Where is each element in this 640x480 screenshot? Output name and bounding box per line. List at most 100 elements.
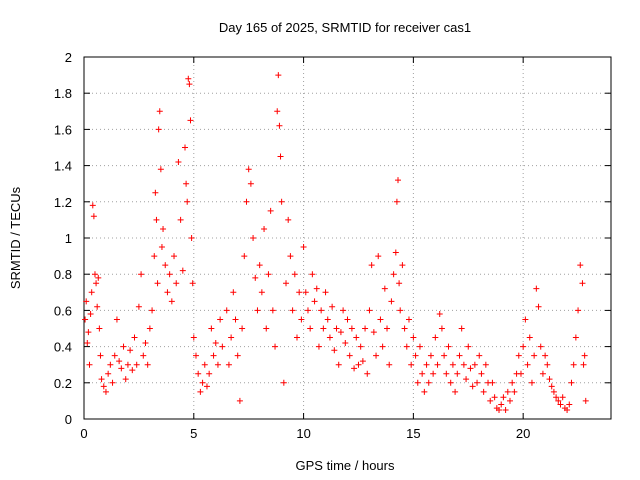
data-point [195,370,202,377]
y-tick-label: 0.8 [54,267,72,282]
data-point [465,343,472,350]
data-point [425,379,432,386]
data-point [487,397,494,404]
data-point [478,370,485,377]
data-point [219,343,226,350]
data-point [381,285,388,292]
x-tick-label: 20 [516,426,530,441]
data-point [296,289,303,296]
data-point [241,253,248,260]
data-point [138,271,145,278]
data-point [443,370,450,377]
data-point [127,347,134,354]
data-point [526,334,533,341]
data-point [482,361,489,368]
data-point [291,271,298,278]
data-point [210,352,217,359]
x-tick-label: 5 [190,426,197,441]
y-tick-label: 0.4 [54,340,72,355]
data-point [133,361,140,368]
data-point [359,358,366,365]
data-point [542,352,549,359]
data-point [276,122,283,129]
data-point [329,303,336,310]
data-point [421,388,428,395]
data-point [348,325,355,332]
data-point [189,280,196,287]
data-point [146,325,153,332]
data-point [399,262,406,269]
data-point [140,352,147,359]
data-point [410,334,417,341]
data-point [87,311,94,318]
data-point [496,406,503,413]
data-point [201,361,208,368]
y-tick-label: 0 [65,412,72,427]
data-point [524,361,531,368]
data-point [373,352,380,359]
data-point [405,316,412,323]
data-point [379,343,386,350]
data-point [463,376,470,383]
data-point [474,379,481,386]
x-tick-label: 15 [406,426,420,441]
data-point [555,397,562,404]
y-tick-label: 0.6 [54,303,72,318]
data-point [129,367,136,374]
data-point [107,361,114,368]
y-axis-label: SRMTID / TECUs [8,186,23,289]
data-point [480,388,487,395]
data-point [177,216,184,223]
data-point [157,166,164,173]
data-point [243,198,250,205]
data-point [423,361,430,368]
data-point [91,271,98,278]
data-point [182,144,189,151]
data-point [546,376,553,383]
y-tick-label: 0.2 [54,376,72,391]
data-point [432,334,439,341]
data-point [287,253,294,260]
data-point [384,325,391,332]
data-point [581,352,588,359]
data-point [102,388,109,395]
data-point [326,334,333,341]
data-point [438,325,445,332]
data-point [168,298,175,305]
data-point [537,343,544,350]
data-point [274,108,281,115]
data-point [517,370,524,377]
data-point [84,339,91,346]
data-point [491,394,498,401]
data-point [256,262,263,269]
data-point [393,198,400,205]
data-point [300,244,307,251]
data-points [82,72,589,413]
data-point [416,343,423,350]
data-point [412,352,419,359]
data-point [185,75,192,82]
data-point [320,325,327,332]
data-point [335,361,342,368]
plot-frame [83,56,612,420]
y-tick-label: 1.4 [54,159,72,174]
data-point [471,361,478,368]
data-point [511,388,518,395]
data-point [309,271,316,278]
data-point [283,280,290,287]
data-point [149,307,156,314]
data-point [160,225,167,232]
data-point [368,262,375,269]
data-point [340,307,347,314]
data-point [304,307,311,314]
data-point [355,361,362,368]
data-point [557,401,564,408]
data-point [498,401,505,408]
data-point [476,352,483,359]
data-point [89,202,96,209]
data-point [105,370,112,377]
data-point [572,334,579,341]
data-point [362,325,369,332]
data-point [531,352,538,359]
data-point [153,216,160,223]
